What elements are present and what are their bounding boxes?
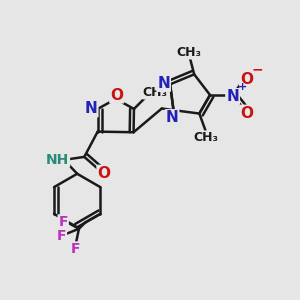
Text: F: F	[70, 242, 80, 256]
Text: O: O	[110, 88, 123, 103]
Text: O: O	[240, 72, 253, 87]
Text: CH₃: CH₃	[177, 46, 202, 59]
Text: CH₃: CH₃	[194, 131, 218, 144]
Text: F: F	[57, 229, 66, 243]
Text: CH₃: CH₃	[143, 85, 168, 98]
Text: N: N	[226, 89, 239, 104]
Text: N: N	[85, 101, 98, 116]
Text: NH: NH	[46, 153, 69, 166]
Text: F: F	[58, 215, 68, 229]
Text: O: O	[98, 166, 110, 181]
Text: O: O	[240, 106, 253, 121]
Text: +: +	[237, 82, 247, 92]
Text: N: N	[157, 76, 170, 91]
Text: N: N	[166, 110, 178, 125]
Text: −: −	[252, 62, 264, 76]
